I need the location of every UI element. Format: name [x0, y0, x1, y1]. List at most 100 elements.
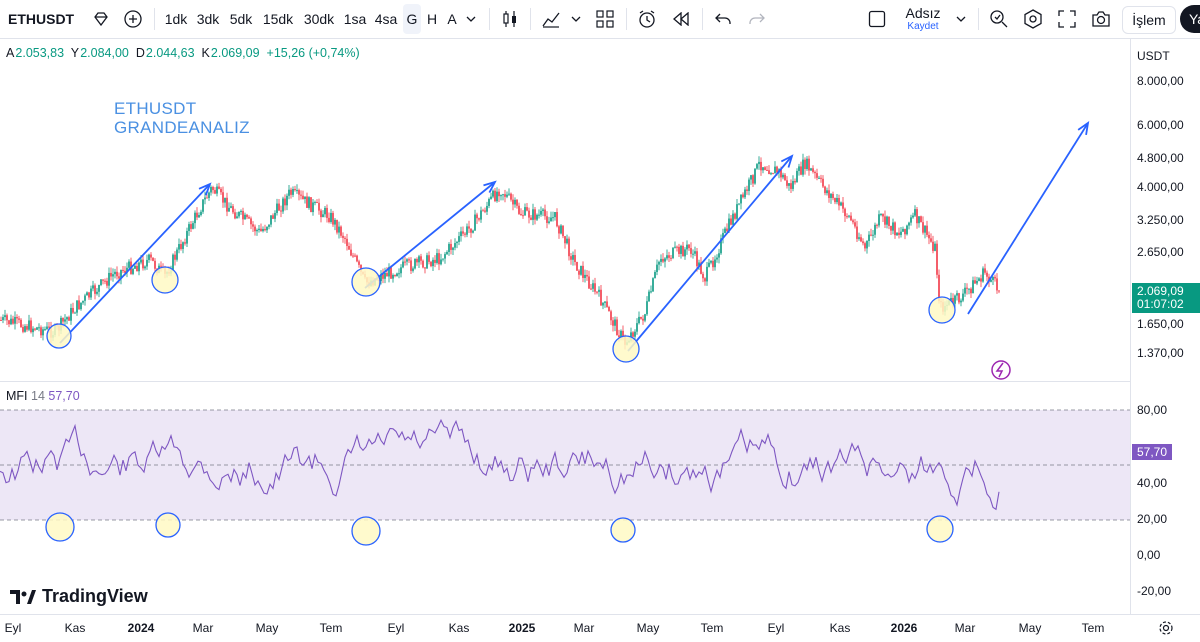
candle-body	[126, 267, 128, 273]
candle-body	[392, 275, 394, 279]
candle-body	[536, 214, 538, 220]
chevron-down-icon[interactable]	[953, 0, 969, 38]
candle-body	[788, 183, 790, 186]
interval-15dk[interactable]: 15dk	[262, 11, 294, 27]
top-toolbar: ETHUSDT 1dk 3dk 5dk 15dk 30dk 1sa 4sa G …	[0, 0, 1200, 39]
time-label: Tem	[319, 621, 343, 635]
interval-4sa[interactable]: 4sa	[374, 11, 398, 27]
candle-body	[900, 231, 902, 235]
symbol-search[interactable]: ETHUSDT	[0, 0, 88, 38]
replay-icon[interactable]	[668, 0, 694, 38]
add-symbol-icon[interactable]	[120, 0, 146, 38]
candle-body	[524, 207, 526, 216]
price-chart[interactable]	[0, 38, 1130, 614]
candle-body	[998, 290, 1000, 292]
candle-body	[572, 255, 574, 260]
arrow-head	[1077, 121, 1090, 135]
candle-body	[676, 246, 678, 248]
candle-body	[810, 168, 812, 171]
candle-body	[352, 255, 354, 257]
trade-button[interactable]: İşlem	[1122, 6, 1176, 34]
interval-1sa[interactable]: 1sa	[343, 11, 367, 27]
chevron-down-icon[interactable]	[568, 0, 584, 38]
layout-grid-icon[interactable]	[592, 0, 618, 38]
candle-body	[846, 216, 848, 218]
layout-name[interactable]: Adsız Kaydet	[905, 5, 941, 33]
time-label: Kas	[64, 621, 86, 635]
candle-body	[66, 317, 68, 320]
candle-body	[182, 242, 184, 249]
redo-icon[interactable]	[744, 0, 770, 38]
settings-hex-icon[interactable]	[1020, 0, 1046, 38]
candle-body	[404, 261, 406, 263]
candle-body	[670, 257, 672, 259]
candle-body	[848, 215, 850, 217]
candle-body	[74, 312, 76, 314]
candle-body	[772, 173, 774, 175]
candle-body	[502, 194, 504, 196]
candle-body	[232, 206, 234, 213]
bottom-circles	[45, 266, 956, 546]
camera-icon[interactable]	[1088, 0, 1114, 38]
candle-body	[518, 205, 520, 214]
candle-body	[584, 274, 586, 278]
tradingview-logo-icon	[10, 589, 36, 604]
candle-body	[122, 269, 124, 271]
undo-icon[interactable]	[710, 0, 736, 38]
candles-icon[interactable]	[497, 0, 523, 38]
currency-label[interactable]: USDT	[1137, 49, 1170, 63]
mfi-legend[interactable]: MFI 14 57,70	[6, 389, 80, 403]
interval-g-selected[interactable]: G	[403, 4, 421, 34]
layout-square-icon[interactable]	[864, 0, 890, 38]
quick-search-icon[interactable]	[986, 0, 1012, 38]
time-axis-settings-icon[interactable]	[1158, 620, 1174, 641]
tradingview-logo[interactable]: TradingView	[10, 586, 148, 607]
candle-body	[178, 244, 180, 250]
candle-body	[10, 318, 12, 325]
candle-body	[726, 228, 728, 232]
publish-button[interactable]: Ya	[1180, 5, 1200, 33]
interval-30dk[interactable]: 30dk	[303, 11, 335, 27]
candle-body	[90, 288, 92, 298]
candle-body	[508, 193, 510, 195]
chevron-down-icon[interactable]	[462, 0, 480, 38]
candle-body	[334, 219, 336, 225]
candle-body	[580, 265, 582, 275]
interval-a[interactable]: A	[447, 11, 457, 27]
candle-body	[434, 259, 436, 263]
interval-5dk[interactable]: 5dk	[229, 11, 253, 27]
candle-body	[144, 266, 146, 269]
candle-body	[632, 332, 634, 337]
candle-body	[386, 272, 388, 277]
candle-body	[898, 232, 900, 235]
alert-clock-icon[interactable]	[634, 0, 660, 38]
pane-separator[interactable]	[0, 381, 1130, 382]
candle-body	[694, 251, 696, 254]
indicators-icon[interactable]	[538, 0, 564, 38]
candle-body	[244, 214, 246, 220]
candle-body	[546, 216, 548, 223]
interval-1dk[interactable]: 1dk	[164, 11, 188, 27]
candle-body	[828, 190, 830, 198]
interval-3dk[interactable]: 3dk	[196, 11, 220, 27]
candle-body	[668, 255, 670, 258]
candle-body	[886, 216, 888, 225]
candle-body	[908, 222, 910, 226]
candle-body	[614, 319, 616, 326]
candle-body	[622, 330, 624, 337]
candle-body	[354, 255, 356, 257]
candle-body	[390, 267, 392, 279]
candle-body	[790, 183, 792, 189]
candle-body	[98, 285, 100, 292]
candle-body	[468, 226, 470, 229]
candle-body	[32, 328, 34, 333]
candle-body	[594, 283, 596, 292]
interval-h[interactable]: H	[426, 11, 438, 27]
candle-body	[976, 280, 978, 284]
fullscreen-icon[interactable]	[1054, 0, 1080, 38]
candle-body	[282, 198, 284, 212]
candle-body	[978, 278, 980, 281]
time-label: Eyl	[4, 621, 22, 635]
candle-body	[598, 289, 600, 292]
diamond-icon[interactable]	[88, 0, 114, 38]
